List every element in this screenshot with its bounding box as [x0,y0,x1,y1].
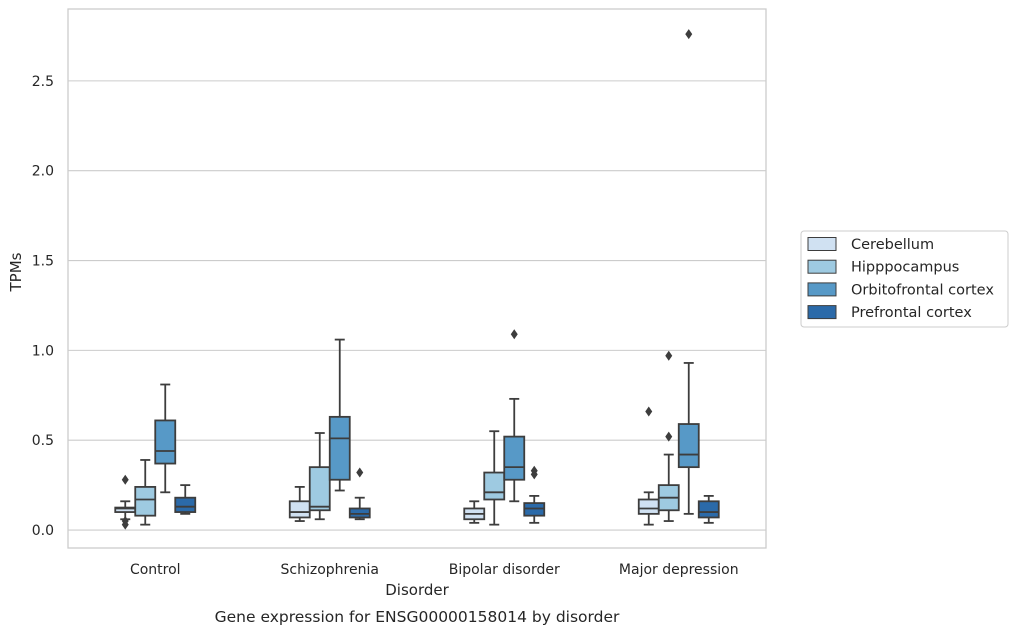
x-tick-labels: Control Schizophrenia Bipolar disorder Majo… [130,562,739,578]
box-iqr [328,415,351,481]
box-hipppocampus [657,350,680,522]
box-orbitofrontal-cortex [328,338,351,492]
box-iqr [174,496,197,513]
y-tick-label: 2.0 [32,164,54,180]
outlier-point [356,467,364,478]
x-tick-label: Bipolar disorder [449,562,560,578]
outlier-point [121,519,129,530]
box-iqr [134,486,157,517]
outlier-point [530,465,538,476]
chart-caption: Gene expression for ENSG00000158014 by d… [215,608,620,626]
y-axis-title: TPMs [7,252,25,292]
box-cerebellum [114,474,137,530]
box-hipppocampus [308,432,331,521]
legend-frame [800,230,1009,328]
x-axis-title: Disorder [385,581,449,599]
box-iqr [697,500,720,519]
box-prefrontal-cortex [697,494,720,524]
outlier-point [685,29,693,40]
x-tick-label: Major depression [619,562,739,578]
y-tick-label: 1.0 [32,343,54,359]
legend-label: Orbitofrontal cortex [851,282,994,298]
legend-swatch [807,282,837,297]
legend-swatch [807,259,837,274]
legend-swatch [807,237,837,251]
box-orbitofrontal-cortex [503,329,526,503]
box-prefrontal-cortex [174,484,197,515]
box-iqr [483,471,506,501]
legend-label: Cerebellum [851,237,934,253]
plot-frame [67,8,767,549]
x-tick-label: Control [130,562,181,578]
outlier-point [645,406,653,417]
y-tick-label: 0.5 [32,433,54,449]
y-tick-label: 2.5 [32,74,54,90]
box-orbitofrontal-cortex [677,29,700,515]
boxes [114,29,720,530]
y-tick-label: 0.0 [32,523,54,539]
box-iqr [637,498,660,515]
outlier-point [510,329,518,340]
y-tick-label: 1.5 [32,254,54,270]
grid-lines [68,80,766,531]
legend-label: Hipppocampus [851,260,959,276]
legend-label: Prefrontal cortex [851,305,972,321]
box-cerebellum [637,406,660,526]
box-prefrontal-cortex [348,467,371,521]
box-cerebellum [463,500,486,524]
outlier-point [665,350,673,361]
legend: Cerebellum Hipppocampus Orbitofrontal cort… [800,230,1009,328]
box-orbitofrontal-cortex [154,383,177,494]
legend-swatch [807,305,837,320]
box-hipppocampus [483,430,506,526]
outlier-point [121,474,129,485]
box-iqr [503,435,526,481]
box-cerebellum [288,486,311,522]
box-iqr [308,466,331,512]
box-iqr [677,423,700,469]
outlier-point [665,431,673,442]
box-iqr [154,419,177,465]
x-tick-label: Schizophrenia [281,562,379,578]
box-prefrontal-cortex [523,465,546,524]
box-iqr [288,500,311,519]
box-hipppocampus [134,459,157,526]
y-tick-labels: 0.0 0.5 1.0 1.5 2.0 2.5 [32,74,54,539]
